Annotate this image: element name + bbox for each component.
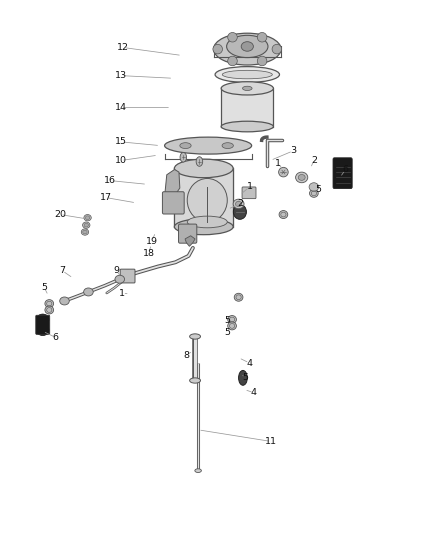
Ellipse shape (226, 35, 268, 58)
Text: 11: 11 (265, 437, 277, 446)
Ellipse shape (215, 67, 279, 83)
FancyBboxPatch shape (333, 158, 352, 189)
Text: 1: 1 (275, 159, 281, 167)
Text: 1: 1 (120, 288, 125, 297)
Ellipse shape (37, 325, 49, 335)
Ellipse shape (190, 334, 201, 339)
Text: 16: 16 (104, 176, 116, 185)
Text: 13: 13 (115, 71, 127, 80)
Ellipse shape (165, 137, 252, 154)
Ellipse shape (243, 86, 252, 91)
Ellipse shape (309, 183, 319, 191)
Text: 5: 5 (315, 185, 321, 194)
Text: 8: 8 (184, 351, 189, 360)
Text: 10: 10 (115, 156, 127, 165)
Ellipse shape (45, 306, 53, 314)
Text: 5: 5 (41, 282, 47, 292)
Ellipse shape (60, 297, 69, 305)
Ellipse shape (195, 469, 201, 472)
Ellipse shape (234, 293, 243, 301)
Ellipse shape (82, 222, 90, 228)
Text: 5: 5 (224, 328, 230, 337)
Text: 1: 1 (247, 182, 252, 191)
Polygon shape (174, 168, 233, 227)
Ellipse shape (298, 174, 305, 180)
Polygon shape (165, 169, 180, 195)
Ellipse shape (222, 70, 272, 79)
Ellipse shape (272, 44, 282, 54)
Text: 7: 7 (59, 266, 65, 275)
Ellipse shape (84, 215, 91, 221)
Text: 20: 20 (54, 210, 66, 219)
Ellipse shape (221, 121, 273, 132)
Ellipse shape (279, 167, 288, 177)
Text: 12: 12 (117, 43, 129, 52)
Ellipse shape (239, 370, 247, 385)
FancyBboxPatch shape (36, 316, 49, 334)
Text: 19: 19 (145, 237, 158, 246)
FancyBboxPatch shape (179, 224, 197, 243)
Ellipse shape (174, 159, 233, 177)
Ellipse shape (221, 82, 273, 95)
Text: 5: 5 (224, 316, 230, 325)
Polygon shape (185, 236, 195, 246)
Ellipse shape (213, 44, 223, 54)
Polygon shape (221, 88, 273, 126)
Text: 17: 17 (100, 193, 112, 202)
Ellipse shape (222, 143, 233, 149)
Ellipse shape (37, 314, 49, 325)
Ellipse shape (180, 143, 191, 149)
Ellipse shape (174, 219, 233, 235)
Ellipse shape (121, 270, 134, 282)
Ellipse shape (236, 201, 242, 207)
Text: 5: 5 (242, 373, 248, 382)
Ellipse shape (187, 216, 227, 228)
Ellipse shape (83, 230, 87, 234)
Ellipse shape (37, 325, 49, 335)
Ellipse shape (196, 157, 203, 166)
Ellipse shape (180, 152, 187, 162)
Ellipse shape (241, 42, 253, 51)
Ellipse shape (233, 205, 247, 219)
Text: 6: 6 (53, 333, 59, 342)
Text: 3: 3 (290, 147, 296, 156)
Ellipse shape (228, 56, 237, 66)
Ellipse shape (85, 216, 90, 220)
Text: 15: 15 (115, 138, 127, 147)
Ellipse shape (187, 179, 227, 222)
Text: 9: 9 (114, 266, 120, 275)
Text: 2: 2 (237, 199, 243, 208)
Ellipse shape (214, 33, 281, 65)
Ellipse shape (228, 322, 237, 330)
FancyBboxPatch shape (242, 187, 256, 199)
Text: 14: 14 (115, 103, 127, 112)
Text: 4: 4 (251, 388, 257, 397)
Ellipse shape (37, 314, 49, 325)
Ellipse shape (257, 33, 267, 42)
Ellipse shape (81, 229, 88, 235)
Ellipse shape (257, 56, 267, 66)
Ellipse shape (45, 300, 53, 308)
Text: 2: 2 (311, 156, 317, 165)
Ellipse shape (190, 378, 201, 383)
Ellipse shape (115, 275, 124, 283)
Ellipse shape (228, 316, 237, 324)
Text: 18: 18 (142, 249, 155, 258)
Ellipse shape (279, 211, 288, 219)
FancyBboxPatch shape (162, 192, 184, 214)
Ellipse shape (296, 172, 308, 183)
Ellipse shape (84, 288, 93, 296)
Ellipse shape (310, 189, 318, 197)
Ellipse shape (84, 223, 88, 227)
Text: 4: 4 (247, 359, 252, 367)
FancyBboxPatch shape (120, 269, 135, 283)
Text: 6: 6 (342, 166, 348, 174)
Ellipse shape (233, 199, 244, 209)
Ellipse shape (228, 33, 237, 42)
